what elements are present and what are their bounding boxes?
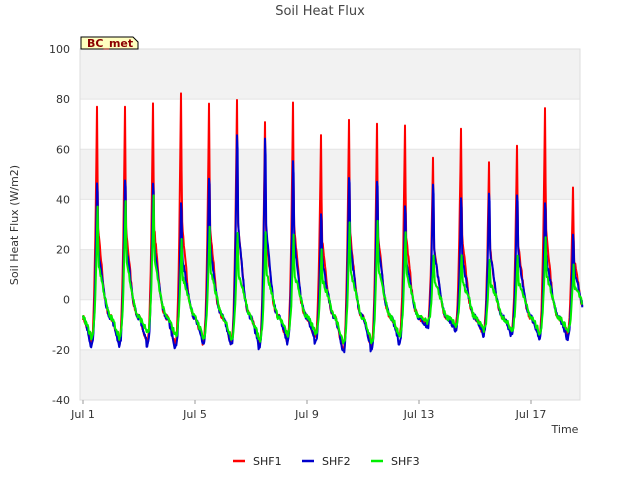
legend: SHF1 SHF2 SHF3 <box>233 455 420 468</box>
site-badge: BC_met <box>80 36 139 50</box>
series-line-shf3 <box>82 194 584 345</box>
y-tick-label: -20 <box>52 344 70 357</box>
grid-band <box>80 149 580 200</box>
y-tick-label: 40 <box>56 193 70 206</box>
x-tick-label: Jul 9 <box>294 408 319 421</box>
y-tick-label: 100 <box>49 43 70 56</box>
site-badge-box <box>80 36 139 50</box>
grid-bands <box>80 49 580 400</box>
y-axis-label: Soil Heat Flux (W/m2) <box>8 165 21 285</box>
legend-label-shf1: SHF1 <box>253 455 282 468</box>
grid-band <box>80 349 580 400</box>
x-tick-label: Jul 1 <box>70 408 95 421</box>
site-badge-label: BC_met <box>87 37 133 50</box>
x-tick-label: Jul 17 <box>515 408 547 421</box>
grid-band <box>80 99 580 150</box>
grid-band <box>80 199 580 250</box>
chart-title: Soil Heat Flux <box>275 4 365 19</box>
plot-frame <box>79 48 581 401</box>
series-layer <box>82 92 584 354</box>
y-axis-ticks: -40 -20 0 20 40 60 80 100 <box>49 43 70 407</box>
y-tick-label: 80 <box>56 93 70 106</box>
y-tick-label: 0 <box>63 294 70 307</box>
legend-label-shf3: SHF3 <box>391 455 420 468</box>
y-tick-label: 20 <box>56 244 70 257</box>
y-tick-label: -40 <box>52 394 70 407</box>
x-tick-label: Jul 13 <box>403 408 435 421</box>
x-tick-label: Jul 5 <box>182 408 207 421</box>
x-axis-ticks: Jul 1 Jul 5 Jul 9 Jul 13 Jul 17 <box>70 400 546 421</box>
x-axis-label: Time <box>551 423 579 436</box>
legend-label-shf2: SHF2 <box>322 455 351 468</box>
y-tick-label: 60 <box>56 143 70 156</box>
grid-band <box>80 49 580 100</box>
